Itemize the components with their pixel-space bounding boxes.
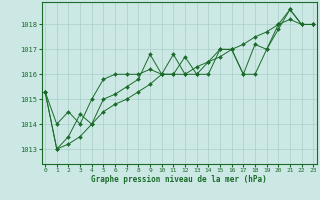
X-axis label: Graphe pression niveau de la mer (hPa): Graphe pression niveau de la mer (hPa) [91,175,267,184]
